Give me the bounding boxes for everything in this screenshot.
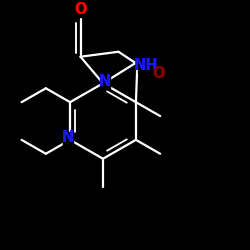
Bar [100,76,110,88]
Text: O: O [152,66,165,81]
Bar [76,3,86,16]
Text: N: N [99,74,111,89]
Text: O: O [152,66,165,81]
Text: NH: NH [133,58,158,73]
Bar [154,68,164,80]
Text: N: N [62,130,74,146]
Text: N: N [62,130,74,146]
Bar [63,132,73,145]
Text: NH: NH [133,58,158,73]
Bar [138,60,152,73]
Text: N: N [99,74,111,89]
Text: O: O [74,2,87,16]
Text: O: O [74,2,87,16]
